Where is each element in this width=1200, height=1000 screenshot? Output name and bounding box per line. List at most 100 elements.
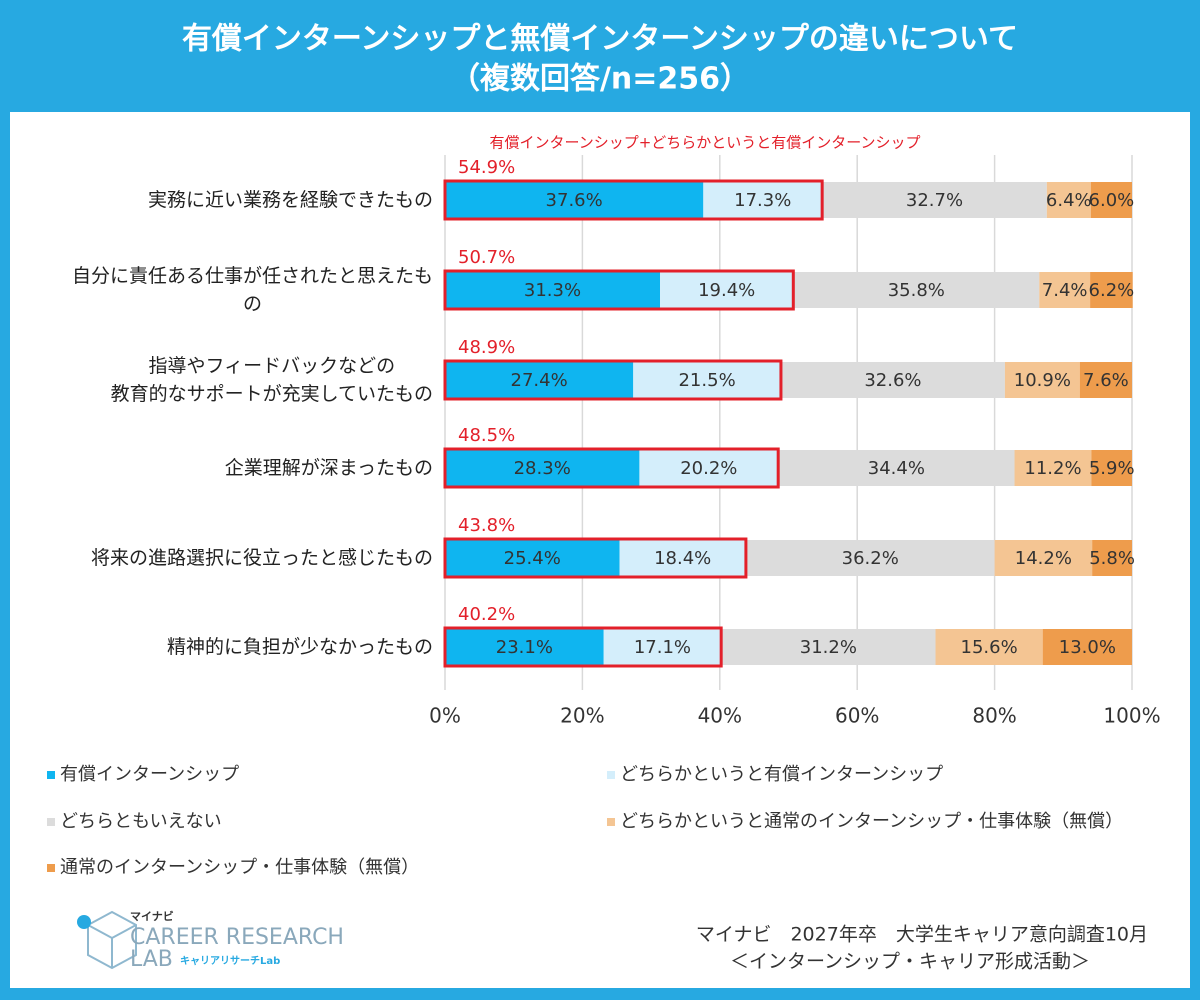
category-label-box: 精神的に負担が少なかったもの bbox=[15, 607, 433, 687]
data-label: 21.5% bbox=[678, 370, 735, 391]
logo-dot bbox=[77, 915, 91, 929]
bar-segment bbox=[1004, 362, 1080, 398]
data-label: 7.6% bbox=[1083, 370, 1129, 391]
data-label: 7.4% bbox=[1042, 280, 1088, 301]
bar-segment bbox=[1090, 272, 1133, 308]
bar-segment bbox=[1014, 450, 1092, 486]
bar-segment bbox=[1091, 450, 1132, 486]
data-label: 25.4% bbox=[504, 548, 561, 569]
data-label: 10.9% bbox=[1014, 370, 1071, 391]
category-label-box: 指導やフィードバックなどの 教育的なサポートが充実していたもの bbox=[15, 340, 433, 420]
logo-line2: LAB bbox=[130, 947, 173, 972]
legend-swatch bbox=[607, 771, 615, 779]
legend-label: 通常のインターンシップ・仕事体験（無償） bbox=[60, 857, 419, 878]
bar-segment bbox=[445, 362, 634, 398]
y-tick-label: 精神的に負担が少なかったもの bbox=[166, 636, 433, 658]
source: ＜インターンシップ・キャリア形成活動＞ bbox=[730, 951, 1090, 973]
legend-swatch bbox=[47, 771, 55, 779]
data-label: 5.9% bbox=[1089, 458, 1135, 479]
bar-segment bbox=[445, 272, 661, 308]
data-label: 31.2% bbox=[800, 637, 857, 658]
bar-segment bbox=[445, 182, 704, 218]
data-label: 15.6% bbox=[961, 637, 1018, 658]
highlight-box bbox=[443, 269, 795, 311]
x-tick-label: 0% bbox=[429, 704, 461, 728]
legend-label: どちらともいえない bbox=[60, 811, 222, 832]
data-label: 37.6% bbox=[546, 190, 603, 211]
data-label: 23.1% bbox=[496, 637, 553, 658]
highlight-label: 有償インターンシップ+どちらかというと有償インターンシップ bbox=[489, 134, 920, 152]
chart-subtitle: （複数回答/n=256） bbox=[450, 62, 750, 97]
bar-segment bbox=[935, 629, 1043, 665]
data-label: 17.3% bbox=[734, 190, 791, 211]
data-label: 31.3% bbox=[524, 280, 581, 301]
highlight-value: 48.5% bbox=[458, 425, 515, 446]
highlight-value: 54.9% bbox=[458, 157, 515, 178]
bar-segment bbox=[793, 272, 1040, 308]
highlight-value: 48.9% bbox=[458, 337, 515, 358]
bar-segment bbox=[603, 629, 722, 665]
bar-segment bbox=[780, 362, 1005, 398]
bar-segment bbox=[745, 540, 995, 576]
chart-title: 有償インターンシップと無償インターンシップの違いについて bbox=[182, 22, 1018, 57]
y-tick-label: 将来の進路選択に役立ったと感じたもの bbox=[90, 547, 433, 569]
bar-segment bbox=[660, 272, 794, 308]
highlight-box bbox=[443, 359, 783, 401]
y-tick-label: 企業理解が深まったもの bbox=[224, 457, 433, 479]
bar-segment bbox=[1042, 629, 1132, 665]
data-label: 17.1% bbox=[634, 637, 691, 658]
data-label: 35.8% bbox=[888, 280, 945, 301]
bar-segment bbox=[1046, 182, 1091, 218]
bar-segment bbox=[822, 182, 1047, 218]
logo-brand: マイナビ bbox=[130, 909, 174, 923]
data-label: 6.2% bbox=[1089, 280, 1135, 301]
bar-segment bbox=[1079, 362, 1132, 398]
data-label: 36.2% bbox=[842, 548, 899, 569]
bar-segment bbox=[994, 540, 1093, 576]
logo-sub: キャリアリサーチLab bbox=[180, 955, 280, 967]
bar-segment bbox=[703, 182, 823, 218]
highlight-value: 40.2% bbox=[458, 604, 515, 625]
data-label: 27.4% bbox=[511, 370, 568, 391]
highlight-box bbox=[443, 537, 748, 579]
logo-cube-edge bbox=[87, 924, 137, 968]
data-label: 19.4% bbox=[698, 280, 755, 301]
legend-swatch bbox=[607, 818, 615, 826]
category-label-box: 実務に近い業務を経験できたもの bbox=[15, 160, 433, 240]
bar-segment bbox=[619, 540, 746, 576]
bar-segment bbox=[778, 450, 1015, 486]
y-tick-label: 実務に近い業務を経験できたもの bbox=[147, 189, 433, 211]
source: マイナビ 2027年卒 大学生キャリア意向調査10月 bbox=[696, 924, 1148, 946]
highlight-box bbox=[443, 179, 824, 221]
highlight-box bbox=[443, 626, 723, 668]
y-tick-label: 自分に責任ある仕事が任されたと思えたも の bbox=[71, 265, 433, 315]
data-label: 6.4% bbox=[1046, 190, 1092, 211]
legend-swatch bbox=[47, 864, 55, 872]
data-label: 13.0% bbox=[1059, 637, 1116, 658]
legend-label: どちらかというと通常のインターンシップ・仕事体験（無償） bbox=[620, 811, 1123, 832]
data-label: 11.2% bbox=[1024, 458, 1081, 479]
legend-swatch bbox=[47, 818, 55, 826]
bar-segment bbox=[639, 450, 779, 486]
highlight-box bbox=[443, 447, 780, 489]
bar-segment bbox=[445, 629, 604, 665]
x-tick-label: 40% bbox=[698, 704, 742, 728]
data-label: 28.3% bbox=[514, 458, 571, 479]
data-label: 6.0% bbox=[1089, 190, 1135, 211]
category-label-box: 自分に責任ある仕事が任されたと思えたも の bbox=[15, 250, 433, 330]
data-label: 32.7% bbox=[906, 190, 963, 211]
data-label: 5.8% bbox=[1089, 548, 1135, 569]
data-label: 34.4% bbox=[868, 458, 925, 479]
bar-segment bbox=[1092, 540, 1132, 576]
logo-line1: CAREER RESEARCH bbox=[130, 925, 344, 950]
highlight-value: 50.7% bbox=[458, 247, 515, 268]
bar-segment bbox=[445, 540, 620, 576]
x-tick-label: 60% bbox=[835, 704, 879, 728]
legend-label: どちらかというと有償インターンシップ bbox=[620, 764, 943, 785]
logo-cube bbox=[87, 910, 137, 970]
legend-label: 有償インターンシップ bbox=[60, 764, 239, 785]
category-label-box: 将来の進路選択に役立ったと感じたもの bbox=[15, 518, 433, 598]
category-label-box: 企業理解が深まったもの bbox=[15, 428, 433, 508]
